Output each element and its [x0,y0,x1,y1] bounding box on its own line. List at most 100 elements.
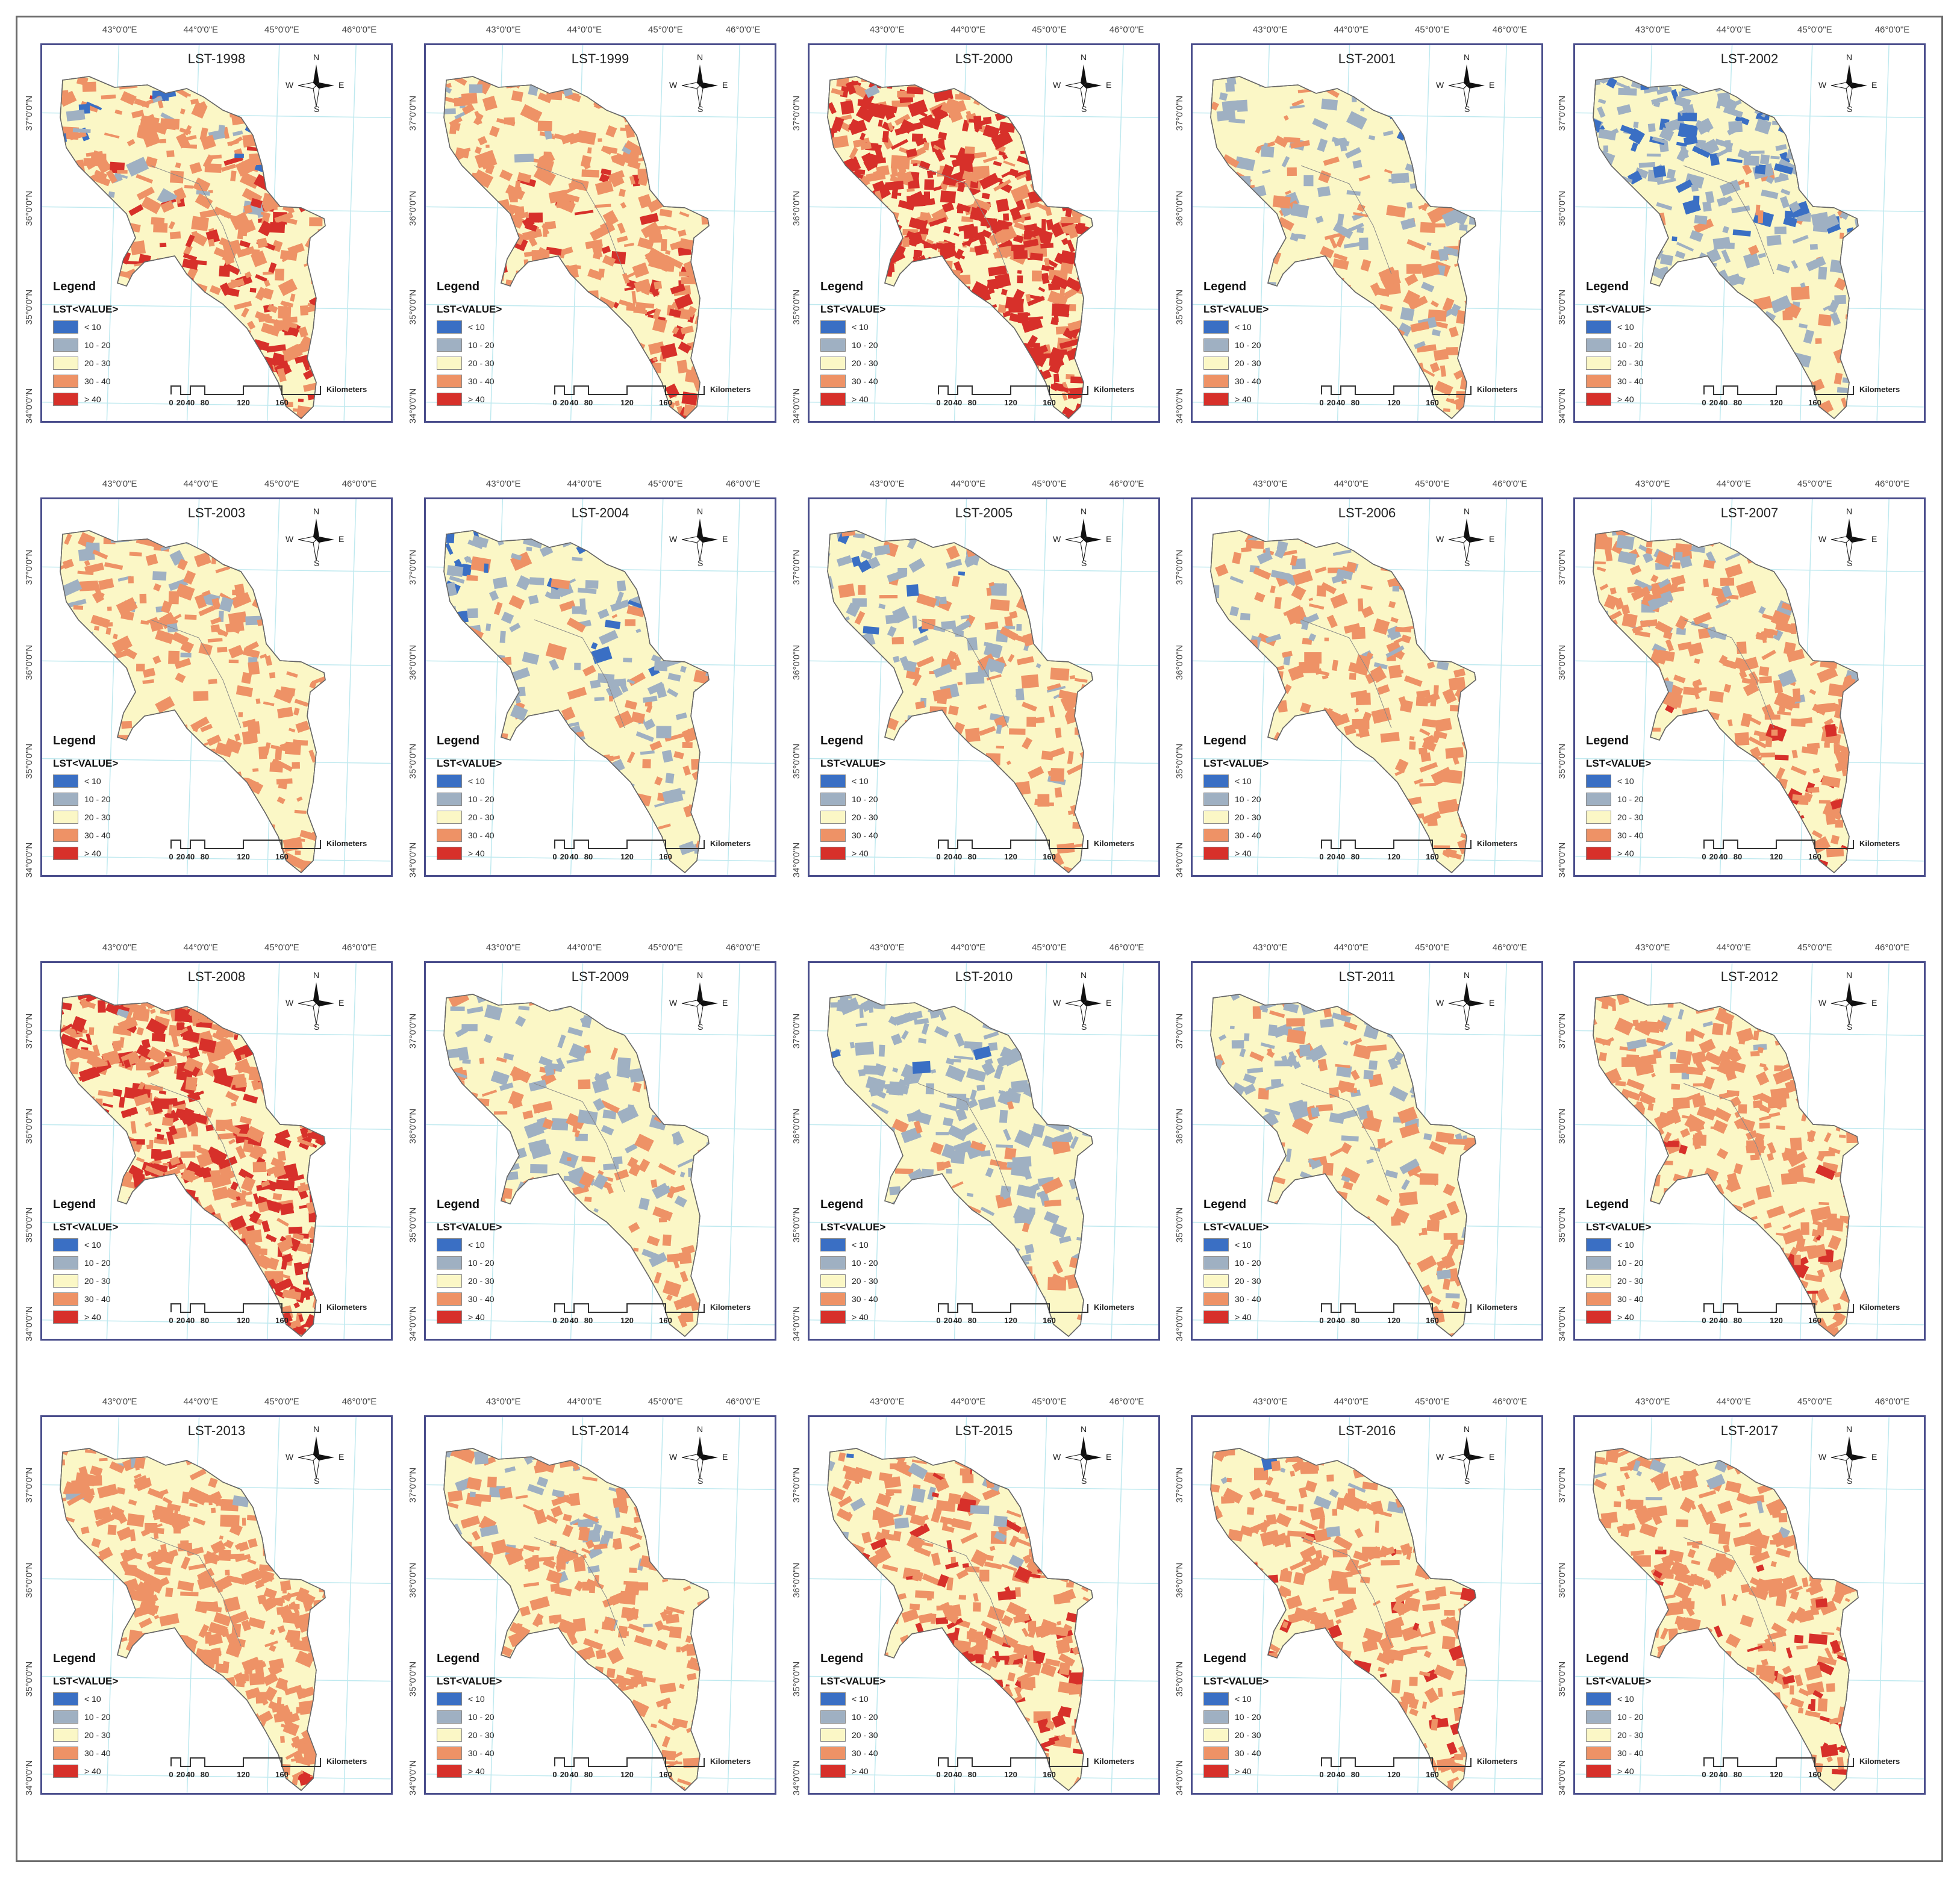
legend-item: 10 - 20 [1586,1710,1651,1724]
panel-title: LST-2016 [1338,1423,1396,1438]
legend-swatch [437,1728,462,1742]
scale-label: 120 [620,1770,634,1779]
legend-item: > 40 [53,847,118,860]
legend: Legend LST<VALUE> < 10 10 - 20 20 - 30 30 -… [53,280,118,406]
legend-subtitle: LST<VALUE> [1586,1675,1652,1687]
legend-item: < 10 [53,1238,118,1251]
map-panel-lst-2006: 43°0'0"E 44°0'0"E 45°0'0"E 46°0'0"E 37°0'0"… [1175,479,1543,877]
compass-s: S [1081,1476,1087,1486]
latitude-label: 37°0'0"N [1175,1014,1185,1049]
compass-e: E [1489,1452,1495,1462]
legend-swatch [53,375,78,388]
scale-label: 40 [186,1316,195,1325]
lst-map [42,45,391,421]
compass-e: E [1106,998,1112,1008]
legend-item: 30 - 40 [437,829,502,842]
legend-label: > 40 [1235,1766,1252,1776]
scale-bar: Kilometers 0 20 40 80 120 160 [1319,1753,1536,1783]
longitude-labels: 43°0'0"E 44°0'0"E 45°0'0"E 46°0'0"E [42,943,395,957]
latitude-label: 34°0'0"N [24,1760,34,1795]
scale-bar: Kilometers 0 20 40 80 120 160 [1702,1753,1918,1783]
latitude-label: 36°0'0"N [791,1562,802,1598]
longitude-label: 45°0'0"E [648,25,683,35]
map-panel-lst-2014: 43°0'0"E 44°0'0"E 45°0'0"E 46°0'0"E 37°0'0"… [408,1397,776,1795]
legend-swatch [53,320,78,334]
legend-label: 30 - 40 [1617,1748,1644,1758]
scale-bar: Kilometers 0 20 40 80 120 160 [169,1299,385,1329]
latitude-label: 35°0'0"N [791,743,802,779]
scale-label: 20 [560,398,569,407]
longitude-label: 44°0'0"E [950,1397,986,1407]
legend: Legend LST<VALUE> < 10 10 - 20 20 - 30 30 -… [1586,734,1651,860]
legend-swatch [820,357,846,370]
legend: Legend LST<VALUE> < 10 10 - 20 20 - 30 30 -… [1586,280,1651,406]
compass-s: S [314,104,320,114]
compass-n: N [697,52,704,62]
compass-e: E [1489,998,1495,1008]
compass-n: N [697,506,704,516]
legend-title: Legend [1203,1198,1247,1211]
legend-label: < 10 [468,322,485,332]
north-arrow-icon: N S W E [1053,1424,1111,1486]
legend-swatch [820,793,846,806]
legend-title: Legend [53,1652,96,1665]
longitude-label: 45°0'0"E [648,943,683,953]
latitude-label: 35°0'0"N [408,1207,418,1242]
legend-swatch [53,1710,78,1724]
latitude-label: 37°0'0"N [24,96,34,131]
scale-unit: Kilometers [1477,1303,1518,1312]
legend-label: < 10 [852,1240,869,1250]
latitude-label: 36°0'0"N [1557,644,1567,681]
legend-title: Legend [820,1652,864,1665]
scale-label: 120 [1004,1770,1017,1779]
map-panel-lst-2012: 43°0'0"E 44°0'0"E 45°0'0"E 46°0'0"E 37°0'0"… [1557,943,1926,1341]
legend-swatch [53,1292,78,1306]
legend: Legend LST<VALUE> < 10 10 - 20 20 - 30 30 -… [53,1198,118,1324]
legend-item: 20 - 30 [1586,1728,1651,1742]
legend-swatch [1203,375,1229,388]
legend-label: 30 - 40 [852,376,878,386]
legend-swatch [1203,811,1229,824]
legend-title: Legend [53,734,96,747]
legend-subtitle: LST<VALUE> [437,1221,502,1233]
north-arrow-icon: N S W E [1818,506,1877,568]
latitude-label: 36°0'0"N [791,190,802,226]
legend-label: 20 - 30 [1235,358,1261,368]
longitude-label: 46°0'0"E [725,479,761,489]
north-arrow-icon: N S W E [669,506,728,568]
longitude-label: 45°0'0"E [648,1397,683,1407]
legend-subtitle: LST<VALUE> [53,304,119,315]
legend-item: 30 - 40 [820,375,885,388]
legend-swatch [820,1274,846,1288]
longitude-label: 46°0'0"E [1109,479,1144,489]
legend-label: > 40 [852,394,869,404]
legend-item: 20 - 30 [1586,357,1651,370]
panel-title: LST-2015 [955,1423,1013,1438]
legend-swatch [1203,320,1229,334]
legend: Legend LST<VALUE> < 10 10 - 20 20 - 30 30 -… [820,280,885,406]
scale-unit: Kilometers [1094,1303,1135,1312]
north-arrow-icon: N S W E [1436,970,1494,1032]
legend-item: 10 - 20 [1586,793,1651,806]
legend: Legend LST<VALUE> < 10 10 - 20 20 - 30 30 -… [437,1652,502,1778]
map-panel-lst-2001: 43°0'0"E 44°0'0"E 45°0'0"E 46°0'0"E 37°0'0"… [1175,25,1543,423]
legend-label: > 40 [852,849,869,858]
longitude-label: 44°0'0"E [183,1397,219,1407]
legend-item: 20 - 30 [1586,811,1651,824]
compass-w: W [1818,80,1827,90]
scale-unit: Kilometers [1094,839,1135,848]
longitude-label: 45°0'0"E [1032,943,1067,953]
longitude-labels: 43°0'0"E 44°0'0"E 45°0'0"E 46°0'0"E [42,1397,395,1411]
scale-label: 80 [1350,1770,1360,1779]
longitude-label: 45°0'0"E [1032,25,1067,35]
longitude-label: 43°0'0"E [102,943,137,953]
longitude-label: 46°0'0"E [725,25,761,35]
legend-swatch [1586,338,1611,352]
latitude-label: 35°0'0"N [1175,1661,1185,1697]
latitude-labels: 37°0'0"N 36°0'0"N 35°0'0"N 34°0'0"N [24,499,39,879]
longitude-label: 44°0'0"E [567,25,602,35]
legend-label: 20 - 30 [852,1276,878,1286]
map-panel-lst-2015: 43°0'0"E 44°0'0"E 45°0'0"E 46°0'0"E 37°0'0"… [791,1397,1160,1795]
latitude-label: 36°0'0"N [24,644,34,681]
legend-label: 10 - 20 [852,340,878,350]
